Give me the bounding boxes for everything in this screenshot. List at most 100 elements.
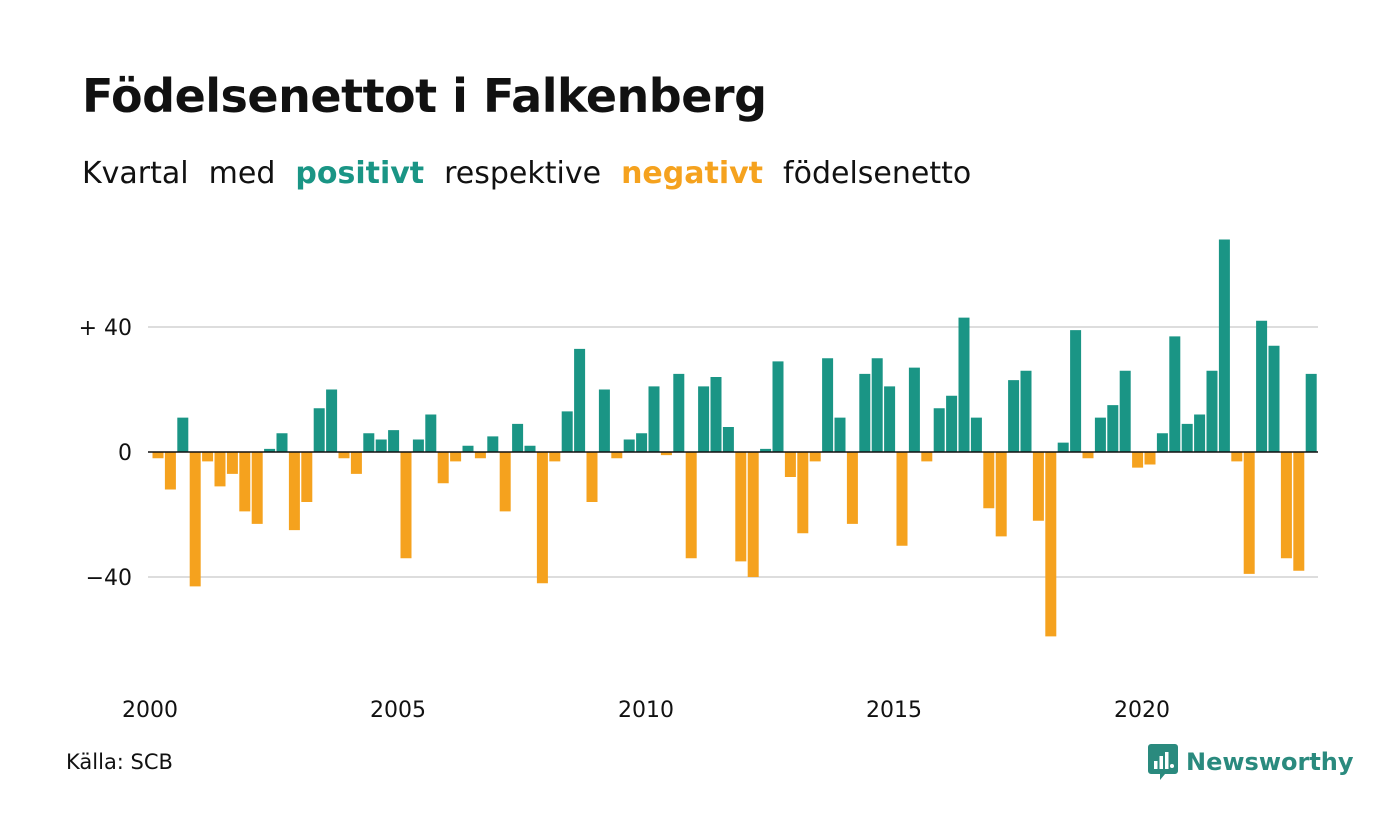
bar-positive [363, 433, 375, 452]
bar-positive [1094, 417, 1106, 453]
bar-positive [698, 386, 710, 453]
x-tick-label: 2015 [866, 698, 922, 723]
bar-positive [598, 389, 610, 452]
bar-positive [313, 408, 325, 452]
chart-subtitle: Kvartal med positivt respektive negativt föde… [82, 156, 991, 192]
bar-positive [1218, 239, 1230, 452]
bar-positive [822, 358, 834, 452]
bar-negative [499, 452, 511, 512]
bar-positive [1070, 330, 1082, 453]
bar-positive [710, 377, 722, 452]
bar-negative [226, 452, 238, 474]
bar-negative [809, 452, 821, 462]
bar-positive [859, 373, 871, 453]
subtitle-word: respektive [444, 156, 602, 191]
bar-negative [1144, 452, 1156, 465]
bar-positive [1169, 336, 1181, 453]
axis-layer: + 40 0 −40 2000 2005 2010 2015 2020 [79, 316, 1318, 723]
bar-negative [214, 452, 226, 487]
bar-negative [784, 452, 796, 477]
bar-positive [908, 367, 920, 453]
y-tick-label: −40 [86, 566, 132, 591]
bar-negative [1243, 452, 1255, 574]
bar-positive [487, 436, 499, 453]
bar-negative [1132, 452, 1144, 468]
bar-positive [1305, 373, 1317, 453]
bar-negative [1280, 452, 1292, 559]
bar-positive [264, 448, 276, 453]
bar-negative [239, 452, 251, 512]
bar-negative [450, 452, 462, 462]
x-tick-label: 2020 [1114, 698, 1170, 723]
bar-positive [772, 361, 784, 453]
bar-negative [983, 452, 995, 509]
bar-positive [623, 439, 635, 452]
bar-positive [1057, 442, 1069, 453]
bar-negative [288, 452, 300, 531]
bar-positive [375, 439, 387, 452]
bar-negative [1032, 452, 1044, 521]
bar-positive [1156, 433, 1168, 452]
bar-positive [673, 373, 685, 453]
bar-negative [747, 452, 759, 577]
bar-negative [846, 452, 858, 524]
bar-negative [1045, 452, 1057, 637]
bar-positive [1194, 414, 1206, 452]
bar-positive [970, 417, 982, 453]
bar-negative [400, 452, 412, 559]
brand-logo: Newsworthy [1148, 744, 1354, 780]
bar-negative [1293, 452, 1305, 571]
bar-negative [797, 452, 809, 534]
bar-positive [834, 417, 846, 453]
bar-positive [462, 445, 474, 452]
bar-positive [722, 427, 734, 452]
subtitle-word: födelsenetto [783, 156, 972, 191]
bar-negative [921, 452, 933, 462]
grid-layer [148, 326, 1318, 578]
x-tick-label: 2010 [618, 698, 674, 723]
subtitle-word: Kvartal [82, 156, 189, 191]
bar-negative [896, 452, 908, 546]
subtitle-positive-word: positivt [295, 156, 425, 191]
bar-positive [412, 439, 424, 452]
bar-positive [1206, 370, 1218, 452]
bar-negative [301, 452, 313, 502]
bar-positive [326, 389, 338, 452]
bar-positive [1020, 370, 1032, 452]
bar-positive [884, 386, 896, 453]
source-note: Källa: SCB [66, 750, 173, 774]
bar-negative [685, 452, 697, 559]
bar-positive [1119, 370, 1131, 452]
bar-positive [760, 448, 772, 453]
bar-negative [735, 452, 747, 562]
bar-negative [1231, 452, 1243, 462]
bar-positive [574, 348, 586, 453]
bar-layer [152, 239, 1317, 637]
bar-negative [338, 452, 350, 459]
brand-name: Newsworthy [1186, 748, 1354, 776]
subtitle-negative-word: negativt [621, 156, 764, 191]
bar-positive [425, 414, 437, 452]
y-tick-label: 0 [118, 441, 132, 466]
bar-positive [1268, 345, 1280, 452]
bar-negative [611, 452, 623, 459]
bar-positive [871, 358, 883, 452]
bar-negative [660, 452, 672, 456]
bar-positive [1008, 380, 1020, 453]
bar-positive [512, 423, 524, 453]
bar-negative [1082, 452, 1094, 459]
bar-negative [202, 452, 214, 462]
bar-negative [586, 452, 598, 502]
subtitle-word: med [208, 156, 276, 191]
bar-positive [933, 408, 945, 452]
x-tick-label: 2000 [122, 698, 178, 723]
bar-positive [177, 417, 189, 453]
bar-positive [388, 430, 400, 453]
bar-negative [437, 452, 449, 484]
bar-positive [648, 386, 660, 453]
bar-negative [189, 452, 201, 587]
bar-negative [164, 452, 176, 490]
bar-negative [474, 452, 486, 459]
bar-positive [636, 433, 648, 452]
